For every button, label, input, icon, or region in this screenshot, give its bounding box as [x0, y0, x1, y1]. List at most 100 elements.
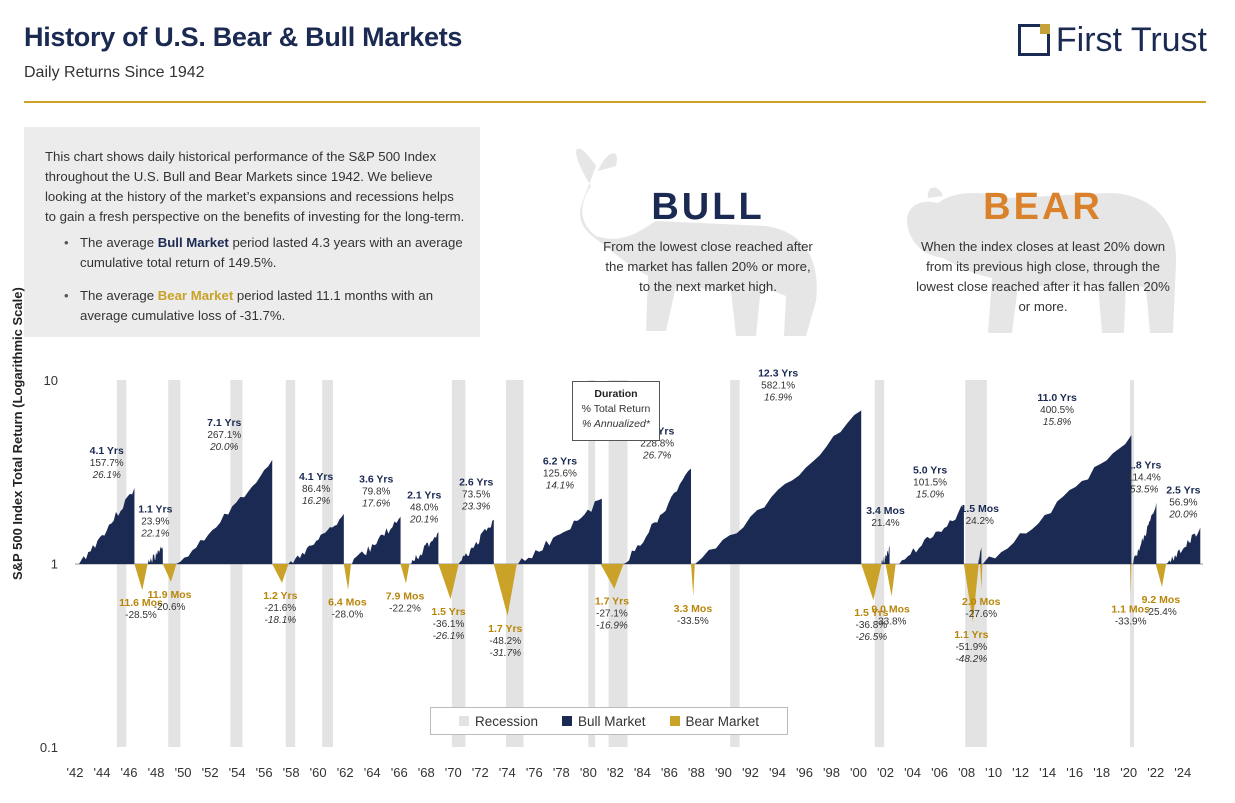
x-tick-label: '04: [904, 765, 921, 780]
bull-annualized-label: 17.6%: [362, 499, 390, 510]
bull-return-label: 125.6%: [543, 469, 577, 480]
bear-market-area: [691, 564, 695, 597]
x-tick-label: '12: [1012, 765, 1029, 780]
y-tick-label: 0.1: [40, 740, 58, 755]
bear-duration-label: 11.6 Mos: [119, 597, 163, 609]
bear-return-label: -21.6%: [264, 603, 296, 614]
x-tick-label: '82: [607, 765, 624, 780]
duration-key-line1: Duration: [594, 388, 638, 400]
bear-duration-label: 1.2 Yrs: [263, 590, 297, 602]
legend-bull-label: Bull Market: [577, 713, 646, 729]
bull-return-label: 114.4%: [1128, 473, 1161, 484]
bull-market-area: [1132, 502, 1157, 564]
bear-return-label: -33.8%: [875, 616, 907, 627]
bear-duration-label: 1.7 Yrs: [488, 623, 522, 635]
bear-annualized-label: -26.1%: [433, 631, 465, 642]
bull-annualized-label: 23.3%: [461, 502, 490, 513]
x-tick-label: '76: [526, 765, 543, 780]
x-tick-label: '94: [769, 765, 786, 780]
bear-return-label: -22.2%: [389, 604, 421, 615]
x-tick-label: '62: [337, 765, 354, 780]
bear-return-label: -36.8%: [856, 620, 888, 631]
x-tick-label: '10: [985, 765, 1002, 780]
bull-heading: BULL: [651, 186, 765, 228]
bear-return-label: -36.1%: [433, 619, 465, 630]
x-tick-label: '02: [877, 765, 894, 780]
bear-market-area: [963, 564, 979, 622]
bull-return-label: 582.1%: [761, 380, 795, 391]
x-tick-label: '22: [1147, 765, 1164, 780]
x-tick-label: '52: [202, 765, 219, 780]
bull-return-label: 157.7%: [90, 458, 124, 469]
bull-return-label: 267.1%: [207, 430, 241, 441]
bear-market-area: [600, 564, 624, 589]
bull-duration-label: 11.0 Yrs: [1037, 392, 1077, 404]
bear-duration-label: 9.2 Mos: [1142, 594, 1181, 606]
x-tick-label: '46: [121, 765, 138, 780]
bull-market-area: [896, 506, 964, 564]
bull-duration-label: 2.1 Yrs: [407, 489, 441, 501]
bull-return-label: 56.9%: [1169, 498, 1197, 509]
bull-duration-label: 1.1 Yrs: [138, 503, 172, 515]
bull-duration-label: 5.0 Yrs: [913, 465, 947, 477]
x-tick-label: '08: [958, 765, 975, 780]
bull-duration-label: 2.5 Yrs: [1166, 485, 1200, 497]
bear-duration-label: 2.0 Mos: [962, 596, 1001, 608]
bear-market-area: [1130, 564, 1132, 597]
duration-key-box: Duration % Total Return % Annualized*: [572, 381, 660, 441]
x-tick-label: '56: [256, 765, 273, 780]
bear-return-label: -20.6%: [154, 602, 186, 613]
x-tick-label: '16: [1066, 765, 1083, 780]
info-bullets: The average Bull Market period lasted 4.…: [64, 233, 464, 339]
x-tick-label: '92: [742, 765, 759, 780]
bull-market-area: [176, 459, 273, 564]
bear-duration-label: 6.4 Mos: [328, 597, 367, 609]
bull-return-label: 228.8%: [640, 439, 674, 450]
bull-definition-text: From the lowest close reached after the …: [603, 239, 813, 294]
bear-definition: BEAR When the index closes at least 20% …: [914, 186, 1172, 317]
bear-market-area: [493, 564, 517, 616]
bull-annualized-label: 22.1%: [140, 528, 169, 539]
bull-return-label: 21.4%: [871, 518, 899, 529]
bull-duration-label: 1.5 Mos: [961, 503, 1000, 515]
bull-return-label: 86.4%: [302, 484, 330, 495]
bear-return-label: -48.2%: [489, 636, 521, 647]
bear-duration-label: 11.9 Mos: [148, 589, 192, 601]
x-tick-label: '42: [67, 765, 84, 780]
bear-swatch: [669, 716, 680, 726]
bull-market-area: [351, 516, 401, 564]
bear-market-area: [400, 564, 410, 584]
recession-swatch: [458, 716, 469, 726]
legend-bull: Bull Market: [561, 713, 646, 729]
x-tick-label: '24: [1174, 765, 1191, 780]
first-trust-logo: First Trust: [1017, 20, 1207, 60]
bull-market-area: [518, 498, 602, 564]
bull-watermark-icon: [576, 148, 817, 336]
logo-text: First Trust: [1055, 20, 1207, 59]
info-intro-text: This chart shows daily historical perfor…: [45, 149, 465, 224]
x-tick-label: '84: [634, 765, 651, 780]
bull-duration-label: 12.3 Yrs: [758, 367, 798, 379]
first-trust-logo-icon: [1017, 24, 1050, 56]
bear-return-label: -28.0%: [332, 610, 364, 621]
bear-return-label: -28.5%: [125, 610, 157, 621]
bear-return-label: -27.6%: [965, 609, 997, 620]
duration-key-line3: % Annualized*: [582, 418, 650, 430]
bear-duration-label: 3.3 Mos: [674, 603, 713, 615]
bull-duration-label: 3.6 Yrs: [359, 474, 393, 486]
bear-annualized-label: -48.2%: [955, 654, 987, 665]
bull-annualized-label: 16.9%: [764, 392, 792, 403]
legend-recession: Recession: [458, 714, 538, 729]
bear-keyword: Bear Market: [157, 288, 234, 303]
bull-market-area: [147, 546, 163, 564]
bear-market-area: [438, 564, 459, 600]
y-axis-label: S&P 500 Index Total Return (Logarithmic …: [10, 287, 25, 580]
bull-return-label: 24.2%: [966, 516, 994, 527]
bull-duration-label: 6.2 Yrs: [543, 456, 577, 468]
bear-duration-label: 9.0 Mos: [871, 603, 910, 615]
bull-annualized-label: 26.1%: [92, 470, 121, 481]
bull-annualized-label: 14.1%: [546, 481, 574, 492]
bear-duration-label: 1.1 Mos: [1111, 603, 1150, 615]
bear-definition-text: When the index closes at least 20% down …: [916, 239, 1170, 314]
